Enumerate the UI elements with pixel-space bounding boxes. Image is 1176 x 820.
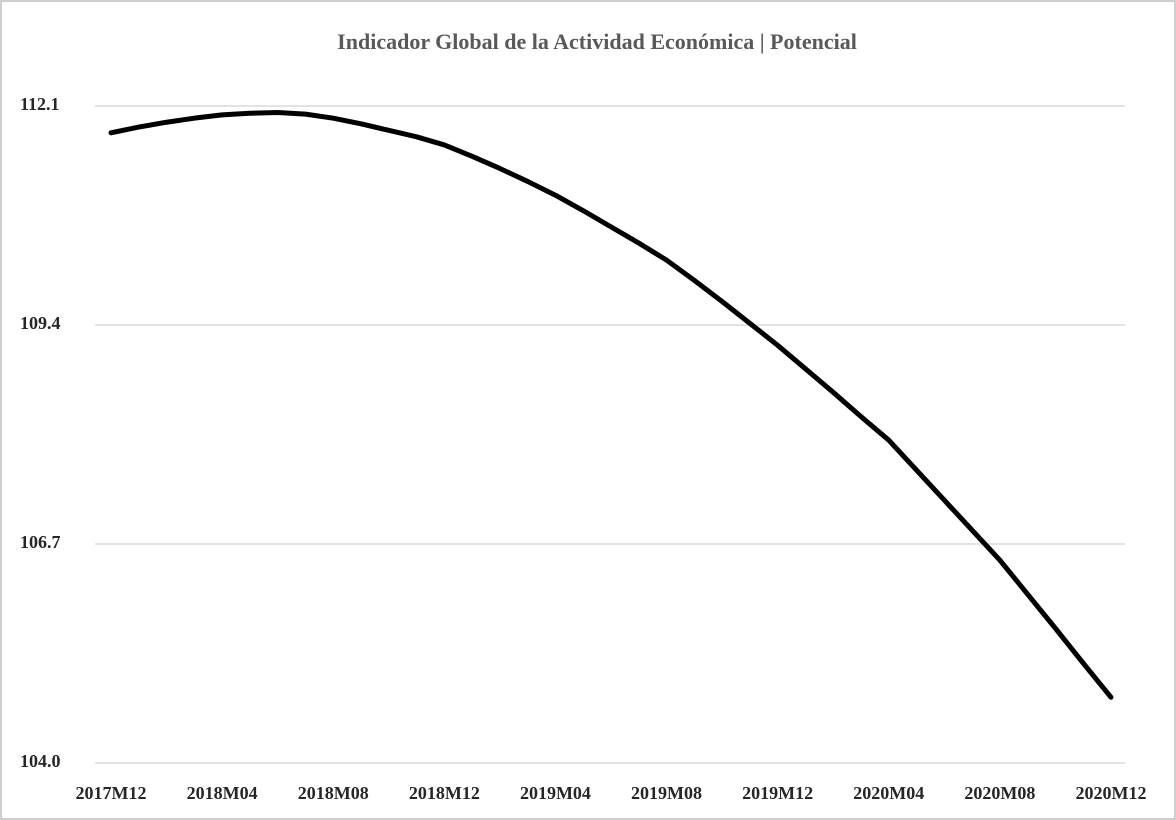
x-tick-label: 2018M04	[187, 783, 258, 803]
x-tick-label: 2017M12	[76, 783, 147, 803]
x-tick-label: 2019M08	[631, 783, 702, 803]
x-tick-label: 2020M08	[964, 783, 1035, 803]
x-tick-label: 2020M12	[1076, 783, 1147, 803]
y-tick-label: 112.1	[20, 94, 60, 114]
x-tick-label: 2019M04	[520, 783, 591, 803]
x-tick-label: 2018M12	[409, 783, 480, 803]
x-tick-label: 2018M08	[298, 783, 369, 803]
chart-title: Indicador Global de la Actividad Económi…	[337, 29, 857, 54]
y-tick-label: 104.0	[20, 751, 61, 771]
data-line	[108, 109, 1114, 700]
x-tick-label: 2020M04	[853, 783, 924, 803]
y-tick-label: 109.4	[20, 313, 61, 333]
x-tick-label: 2019M12	[742, 783, 813, 803]
y-tick-label: 106.7	[20, 532, 61, 552]
